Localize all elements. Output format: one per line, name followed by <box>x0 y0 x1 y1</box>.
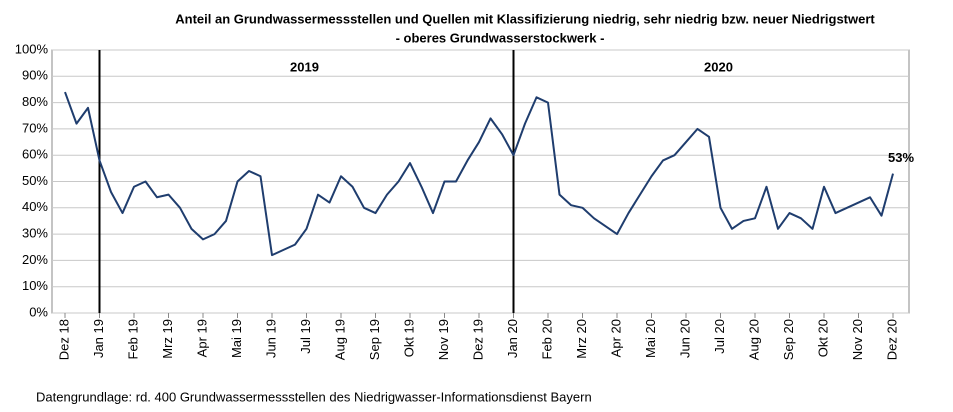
footnote: Datengrundlage: rd. 400 Grundwassermesss… <box>36 389 592 404</box>
x-tick-label: Jun 19 <box>263 319 278 358</box>
x-tick-label: Apr 20 <box>608 319 623 357</box>
y-tick-label: 20% <box>22 252 48 267</box>
y-tick-label: 40% <box>22 199 48 214</box>
x-tick-label: Mrz 19 <box>160 319 175 359</box>
y-tick-label: 100% <box>15 41 49 56</box>
x-tick-label: Jun 20 <box>677 319 692 358</box>
x-tick-label: Nov 19 <box>436 319 451 360</box>
y-tick-label: 0% <box>29 304 48 319</box>
x-tick-label: Jul 19 <box>298 319 313 354</box>
y-tick-label: 60% <box>22 147 48 162</box>
x-tick-label: Mrz 20 <box>574 319 589 359</box>
x-tick-label: Mai 20 <box>643 319 658 358</box>
chart-subtitle: - oberes Grundwasserstockwerk - <box>396 30 605 45</box>
y-tick-label: 30% <box>22 226 48 241</box>
x-tick-label: Dez 20 <box>884 319 899 360</box>
x-tick-label: Dez 19 <box>470 319 485 360</box>
x-tick-label: Aug 20 <box>746 319 761 360</box>
x-tick-label: Jan 20 <box>505 319 520 358</box>
y-tick-label: 70% <box>22 120 48 135</box>
y-tick-label: 10% <box>22 278 48 293</box>
x-tick-label: Aug 19 <box>332 319 347 360</box>
x-tick-label: Dez 18 <box>56 319 71 360</box>
year-label: 2020 <box>704 59 733 74</box>
x-tick-label: Sep 20 <box>781 319 796 360</box>
value-label: 53% <box>888 150 914 165</box>
x-tick-label: Jan 19 <box>91 319 106 358</box>
x-tick-label: Mai 19 <box>229 319 244 358</box>
y-tick-label: 90% <box>22 68 48 83</box>
x-tick-label: Feb 19 <box>125 319 140 359</box>
year-label: 2019 <box>290 59 319 74</box>
x-tick-label: Nov 20 <box>850 319 865 360</box>
x-tick-label: Okt 20 <box>815 319 830 357</box>
x-tick-label: Apr 19 <box>194 319 209 357</box>
line-series <box>64 91 894 257</box>
x-tick-label: Jul 20 <box>712 319 727 354</box>
y-tick-label: 50% <box>22 173 48 188</box>
chart-title: Anteil an Grundwassermessstellen und Que… <box>175 11 875 26</box>
y-tick-label: 80% <box>22 94 48 109</box>
x-tick-label: Feb 20 <box>539 319 554 359</box>
x-tick-label: Okt 19 <box>401 319 416 357</box>
x-tick-label: Sep 19 <box>367 319 382 360</box>
